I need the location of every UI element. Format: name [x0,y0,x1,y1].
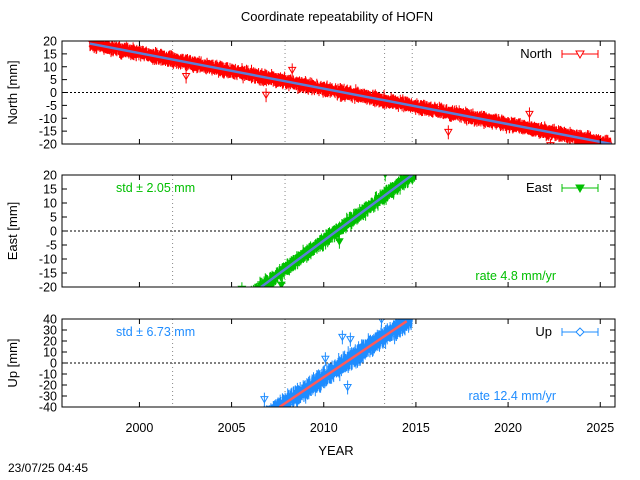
outlier-marker [378,319,385,325]
x-tick-label: 2000 [126,421,154,435]
y-tick-label: -20 [39,379,57,393]
y-axis-label-up: Up [mm] [5,338,20,387]
outlier-marker [525,110,534,119]
y-tick-label: -15 [39,125,57,139]
std-label-east: std ± 2.05 mm [116,181,195,195]
y-tick-label: 10 [43,197,57,211]
series-north [88,41,613,144]
rate-label-up: rate 12.4 mm/yr [468,389,556,403]
legend-marker-triangle [575,50,585,60]
trend-line-up [278,320,408,407]
y-tick-label: 10 [43,346,57,360]
y-tick-label: 40 [43,313,57,327]
y-tick-label: 0 [50,225,57,239]
outlier-marker [443,128,453,137]
outlier-marker [287,66,297,75]
outlier-marker [546,142,555,144]
x-axis-label: YEAR [318,443,353,458]
y-tick-label: -30 [39,390,57,404]
legend-label-up: Up [535,324,552,339]
trend-line-north [89,42,612,144]
outlier-marker [337,333,347,342]
outlier-marker [320,355,330,364]
outlier-marker [383,175,388,179]
x-axis: 2000 2005 2010 2015 2020 2025 [126,421,615,435]
outlier-marker [261,91,271,100]
y-tick-label: 10 [43,60,57,74]
outlier-marker [251,302,258,308]
y-tick-label: 15 [43,47,57,61]
outlier-marker [239,313,246,319]
y-tick-label: 20 [43,335,57,349]
y-tick-label: 0 [50,86,57,100]
rate-label-east: rate 4.8 mm/yr [475,269,556,283]
y-tick-label: 30 [43,324,57,338]
y-tick-label: -20 [39,138,57,152]
chart-title: Coordinate repeatability of HOFN [241,9,433,24]
outlier-marker [343,383,352,392]
legend-label-east: East [526,180,552,195]
y-tick-label: 20 [43,169,57,183]
y-tick-label: 20 [43,35,57,49]
y-tick-label: -5 [46,99,57,113]
outlier-marker [260,396,269,404]
x-tick-label: 2010 [310,421,338,435]
legend-marker-triangle [575,184,585,194]
y-tick-label: -10 [39,253,57,267]
y-axis-label-north: North [mm] [5,60,20,124]
outlier-marker [335,238,344,246]
x-tick-label: 2025 [586,421,614,435]
x-tick-label: 2020 [494,421,522,435]
trend-line-east [260,175,413,287]
y-tick-label: -10 [39,112,57,126]
y-tick-label: -20 [39,281,57,295]
outlier-marker [181,72,191,81]
y-tick-label: -40 [39,401,57,415]
y-tick-label: -15 [39,267,57,281]
legend-marker-diamond [575,327,585,337]
outlier-marker [277,281,286,287]
x-tick-label: 2005 [218,421,246,435]
y-tick-label: 0 [50,357,57,371]
series-up [260,319,414,407]
series-east [237,175,417,319]
y-tick-label: -10 [39,368,57,382]
y-tick-label: -5 [46,239,57,253]
y-tick-label: 15 [43,183,57,197]
y-tick-label: 5 [50,73,57,87]
std-label-up: std ± 6.73 mm [116,325,195,339]
timestamp: 23/07/25 04:45 [8,461,89,475]
x-tick-label: 2015 [402,421,430,435]
y-tick-label: 5 [50,211,57,225]
outlier-marker [346,336,355,344]
y-axis-label-east: East [mm] [5,202,20,261]
legend-label-north: North [520,46,552,61]
